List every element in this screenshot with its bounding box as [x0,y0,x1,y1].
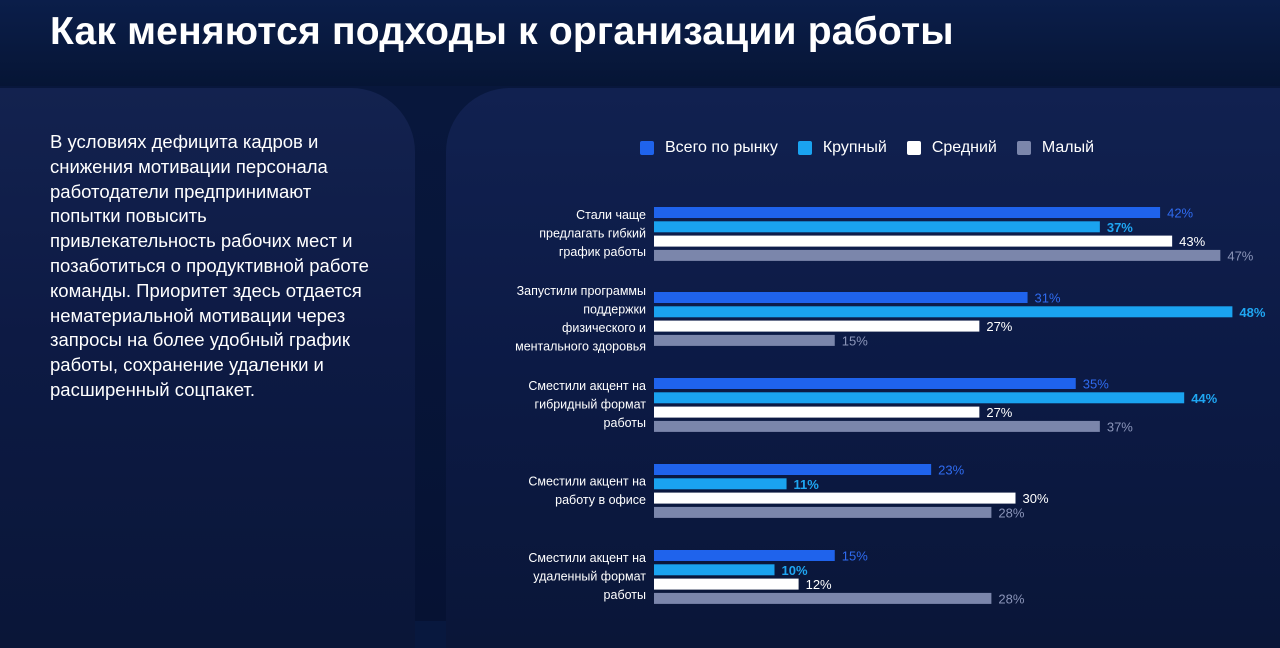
legend-swatch [906,141,921,155]
bar [654,420,1100,432]
data-label: 27% [986,405,1012,420]
bar-group-3: 35% 44% 27% 37% Сместили акцент на гибридный … [528,377,1217,435]
bar [654,464,932,475]
legend-label: Всего по рынку [665,139,778,156]
category-label: удаленный формат [533,570,646,584]
bar [654,492,1016,504]
data-label: 35% [1083,377,1109,392]
category-label: физического и [562,321,646,335]
legend-label: Крупный [822,139,887,156]
legend-swatch [797,141,812,155]
bar [654,292,1028,303]
legend-label: Малый [1041,139,1095,156]
bar-group-1: 42% 37% 43% 47% Стали чаще предлагать гибкий г… [539,206,1254,264]
legend-item-2: Крупный [797,139,887,157]
legend-item-3: Средний [906,139,997,157]
data-label: 15% [842,549,868,564]
legend-item-1: Всего по рынку [640,139,778,157]
category-label: Запустили программы [517,284,646,298]
bar-group-5: 15% 10%12% 28% Сместили акцент на удаленный … [528,549,1025,607]
category-label: поддержки [583,302,646,316]
legend-swatch [640,141,654,155]
category-label: ментального здоровья [515,339,646,353]
bar [654,320,980,332]
data-label: 10% [782,563,808,578]
bar [654,249,1221,261]
data-label: 11% [794,477,820,492]
bar [654,592,992,604]
data-label: 30% [1023,491,1049,506]
bar-group-2: 31% 48% 27% 15% Запустили программы поддержки… [515,284,1266,354]
page-title: Как меняются подходы к организации работ… [50,10,954,53]
data-label: 23% [938,463,964,478]
category-label: работу в офисе [555,493,646,507]
chart-panel [446,88,1280,648]
title-band [0,0,1280,86]
category-label: гибридный формат [535,398,647,412]
category-label: работы [604,416,646,430]
legend-label: Средний [931,139,997,156]
bar [654,306,1233,318]
description-text: В условиях дефицита кадров и снижения мо… [50,131,369,400]
bar [654,392,1185,404]
bar [654,235,1173,247]
bar-group-4: 23% 11% 30%28% Сместили акцент на работу в о… [528,463,1049,521]
data-label: 47% [1227,248,1253,263]
bar [654,207,1161,218]
bar [654,221,1100,233]
data-label: 31% [1035,291,1061,306]
data-label: 37% [1107,220,1133,235]
data-label: 37% [1107,419,1133,434]
bar [654,334,835,346]
category-label: Сместили акцент на [528,474,646,488]
category-label: Сместили акцент на [528,551,646,565]
bar [654,564,775,576]
category-label: работы [604,588,646,602]
data-label: 43% [1179,234,1205,249]
data-label: 42% [1167,206,1193,221]
data-label: 28% [998,591,1024,606]
data-label: 12% [806,577,832,592]
chart-legend: Всего по рынку Крупный Средний Малый [640,138,1114,158]
data-label: 28% [998,505,1024,520]
data-label: 44% [1191,391,1217,406]
bar [654,550,835,561]
left-panel [0,88,415,648]
category-label: Сместили акцент на [528,379,646,393]
bar [654,378,1076,389]
data-label: 48% [1239,305,1265,320]
bar-chart: 42% 37% 43% 47% Стали чаще предлагать гибкий г… [515,205,1266,607]
legend-item-4: Малый [1016,139,1095,157]
legend-swatch [1016,141,1031,155]
bar [654,478,787,490]
category-label: предлагать гибкий [539,227,646,241]
category-label: Стали чаще [576,208,646,222]
bar [654,578,799,590]
data-label: 15% [842,333,868,348]
data-label: 27% [986,319,1012,334]
category-label: график работы [559,245,646,259]
bar [654,406,980,418]
bar [654,506,992,518]
